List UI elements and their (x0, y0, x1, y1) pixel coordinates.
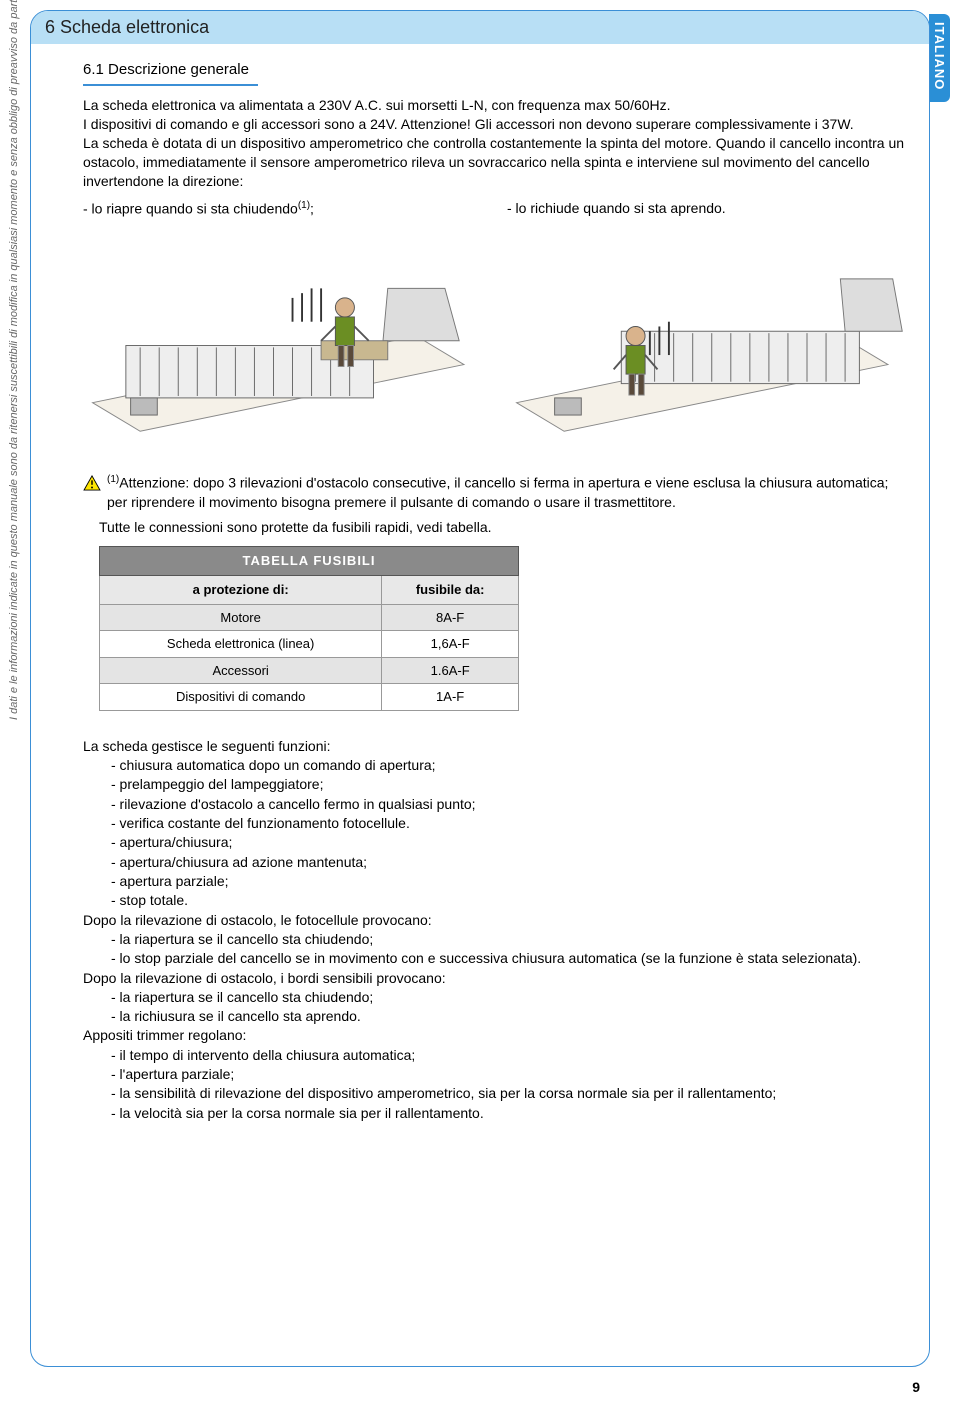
gate-opening-illustration (507, 226, 907, 446)
list-item: - chiusura automatica dopo un comando di… (83, 756, 907, 775)
table-row: Motore 8A-F (100, 604, 519, 631)
intro-p2: I dispositivi di comando e gli accessori… (83, 115, 907, 134)
edges-heading: Dopo la rilevazione di ostacolo, i bordi… (83, 969, 907, 988)
warning-sup: (1) (107, 474, 119, 485)
cell-b: 1.6A-F (382, 657, 519, 684)
table-note: Tutte le connessioni sono protette da fu… (99, 518, 907, 537)
section-header: 6 Scheda elettronica (31, 11, 929, 44)
functions-block: La scheda gestisce le seguenti funzioni:… (83, 737, 907, 1123)
list-item: - apertura/chiusura; (83, 833, 907, 852)
warning-row: (1)Attenzione: dopo 3 rilevazioni d'osta… (83, 473, 907, 511)
table-row: Dispositivi di comando 1A-F (100, 684, 519, 711)
caption-right: - lo richiude quando si sta aprendo. (507, 199, 907, 218)
fuse-col-1: a protezione di: (100, 576, 382, 605)
cell-a: Accessori (100, 657, 382, 684)
list-item: - verifica costante del funzionamento fo… (83, 814, 907, 833)
illustration-row: - lo riapre quando si sta chiudendo(1); (83, 199, 907, 451)
language-tab: ITALIANO (929, 14, 950, 102)
intro-p1: La scheda elettronica va alimentata a 23… (83, 96, 907, 115)
list-item: - il tempo di intervento della chiusura … (83, 1046, 907, 1065)
caption-left-tail: ; (310, 200, 314, 216)
side-copyright-note: I dati e le informazioni indicate in que… (8, 0, 20, 720)
list-item: - apertura parziale; (83, 872, 907, 891)
warning-body: Attenzione: dopo 3 rilevazioni d'ostacol… (107, 475, 888, 510)
list-item: - apertura/chiusura ad azione mantenuta; (83, 853, 907, 872)
cell-a: Scheda elettronica (linea) (100, 631, 382, 658)
list-item: - la richiusura se il cancello sta apren… (83, 1007, 907, 1026)
list-item: - prelampeggio del lampeggiatore; (83, 775, 907, 794)
subsection-underline (83, 84, 258, 86)
caption-left-sup: (1) (298, 200, 310, 211)
list-item: - stop totale. (83, 891, 907, 910)
fuse-table-title: TABELLA FUSIBILI (100, 547, 519, 576)
cell-a: Motore (100, 604, 382, 631)
caption-left: - lo riapre quando si sta chiudendo(1); (83, 199, 483, 219)
list-item: - la riapertura se il cancello sta chiud… (83, 988, 907, 1007)
list-item: - rilevazione d'ostacolo a cancello ferm… (83, 795, 907, 814)
list-item: - l'apertura parziale; (83, 1065, 907, 1084)
fuse-col-2: fusibile da: (382, 576, 519, 605)
illustration-right-col: - lo richiude quando si sta aprendo. (507, 199, 907, 451)
content-area: 6.1 Descrizione generale La scheda elett… (31, 44, 929, 1139)
cell-a: Dispositivi di comando (100, 684, 382, 711)
page-number: 9 (912, 1379, 920, 1395)
cell-b: 8A-F (382, 604, 519, 631)
warning-icon (83, 475, 101, 491)
fuse-table: TABELLA FUSIBILI a protezione di: fusibi… (99, 546, 519, 710)
list-item: - la sensibilità di rilevazione del disp… (83, 1084, 907, 1103)
list-item: - la riapertura se il cancello sta chiud… (83, 930, 907, 949)
table-row: Scheda elettronica (linea) 1,6A-F (100, 631, 519, 658)
list-item: - lo stop parziale del cancello se in mo… (83, 949, 907, 968)
cell-b: 1,6A-F (382, 631, 519, 658)
trimmer-heading: Appositi trimmer regolano: (83, 1026, 907, 1045)
page-frame: 6 Scheda elettronica 6.1 Descrizione gen… (30, 10, 930, 1367)
intro-p3: La scheda è dotata di un dispositivo amp… (83, 134, 907, 191)
subsection-title: 6.1 Descrizione generale (83, 60, 907, 80)
gate-closing-illustration (83, 226, 483, 446)
cell-b: 1A-F (382, 684, 519, 711)
funcs-heading: La scheda gestisce le seguenti funzioni: (83, 737, 907, 756)
caption-left-text: - lo riapre quando si sta chiudendo (83, 200, 298, 216)
list-item: - la velocità sia per la corsa normale s… (83, 1104, 907, 1123)
table-row: Accessori 1.6A-F (100, 657, 519, 684)
warning-text: (1)Attenzione: dopo 3 rilevazioni d'osta… (107, 473, 907, 511)
illustration-left-col: - lo riapre quando si sta chiudendo(1); (83, 199, 483, 451)
photocells-heading: Dopo la rilevazione di ostacolo, le foto… (83, 911, 907, 930)
